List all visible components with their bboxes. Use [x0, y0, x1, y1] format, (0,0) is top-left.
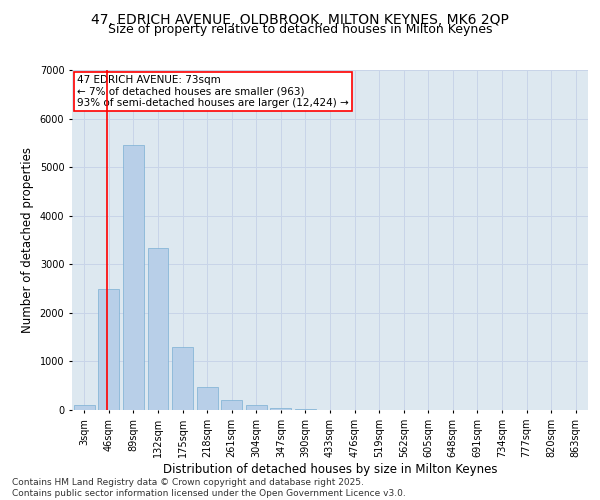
Text: 47 EDRICH AVENUE: 73sqm
← 7% of detached houses are smaller (963)
93% of semi-de: 47 EDRICH AVENUE: 73sqm ← 7% of detached… [77, 75, 349, 108]
Text: 47, EDRICH AVENUE, OLDBROOK, MILTON KEYNES, MK6 2QP: 47, EDRICH AVENUE, OLDBROOK, MILTON KEYN… [91, 12, 509, 26]
Bar [295, 408, 316, 410]
Bar [172, 347, 193, 410]
Bar [123, 146, 144, 410]
Bar [271, 408, 292, 410]
Bar [246, 406, 267, 410]
Text: Size of property relative to detached houses in Milton Keynes: Size of property relative to detached ho… [108, 24, 492, 36]
X-axis label: Distribution of detached houses by size in Milton Keynes: Distribution of detached houses by size … [163, 462, 497, 475]
Bar [197, 386, 218, 410]
Text: Contains HM Land Registry data © Crown copyright and database right 2025.
Contai: Contains HM Land Registry data © Crown c… [12, 478, 406, 498]
Bar [148, 248, 169, 410]
Bar [98, 288, 119, 410]
Y-axis label: Number of detached properties: Number of detached properties [21, 147, 34, 333]
Bar [74, 405, 95, 410]
Bar [221, 400, 242, 410]
